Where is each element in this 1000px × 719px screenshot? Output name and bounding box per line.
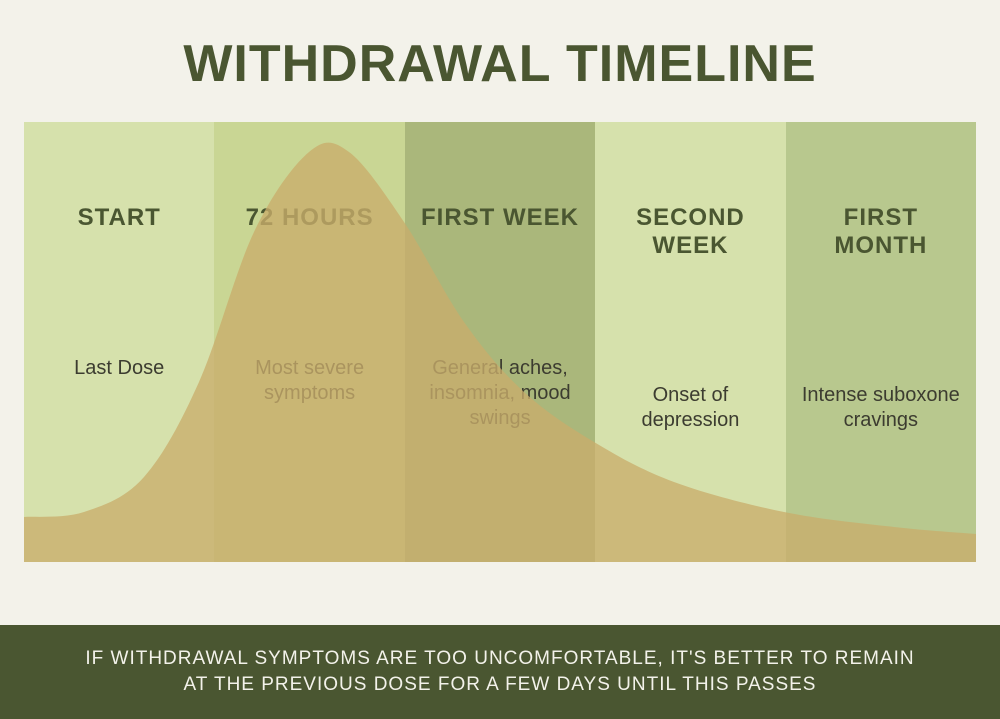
page-title: WITHDRAWAL TIMELINE [0,34,1000,94]
severity-curve [24,122,976,562]
footer-note: IF WITHDRAWAL SYMPTOMS ARE TOO UNCOMFORT… [0,625,1000,719]
timeline-chart: STARTLast Dose72 HOURSMost severe sympto… [24,122,976,562]
footer-text: IF WITHDRAWAL SYMPTOMS ARE TOO UNCOMFORT… [80,646,920,697]
infographic-page: WITHDRAWAL TIMELINE STARTLast Dose72 HOU… [0,0,1000,719]
